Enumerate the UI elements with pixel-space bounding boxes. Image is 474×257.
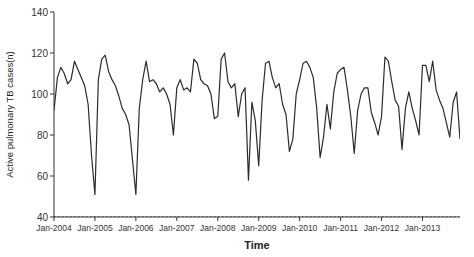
y-tick xyxy=(50,53,54,54)
x-tick-label: Jan-2007 xyxy=(159,223,195,233)
x-tick-label: Jan-2010 xyxy=(282,223,318,233)
plot-area xyxy=(54,53,460,217)
y-tick xyxy=(50,217,54,218)
y-tick-label: 120 xyxy=(31,48,48,59)
x-tick xyxy=(176,217,177,221)
x-axis-line xyxy=(54,217,460,218)
y-tick-label: 40 xyxy=(37,212,49,223)
x-tick-label: Jan-2012 xyxy=(364,223,400,233)
y-tick xyxy=(50,12,54,13)
y-axis: 40 60 80 100 120 140 xyxy=(31,7,54,223)
reference-line xyxy=(54,217,460,218)
x-axis: Jan-2004 Jan-2005 Jan-2006 Jan-2007 Jan-2008… xyxy=(36,217,460,233)
y-axis-line xyxy=(54,12,55,217)
y-tick xyxy=(50,176,54,177)
x-tick xyxy=(299,217,300,221)
x-tick xyxy=(135,217,136,221)
y-tick xyxy=(50,135,54,136)
x-tick-label: Jan-2004 xyxy=(36,223,72,233)
x-axis-title: Time xyxy=(244,239,269,251)
x-tick xyxy=(258,217,259,221)
y-tick-label: 80 xyxy=(37,130,49,141)
x-tick-label: Jan-2011 xyxy=(323,223,358,233)
y-tick xyxy=(50,94,54,95)
y-tick-label: 100 xyxy=(31,89,48,100)
x-tick-label: Jan-2005 xyxy=(77,223,113,233)
x-tick-label: Jan-2009 xyxy=(241,223,277,233)
y-tick-label: 60 xyxy=(37,171,49,182)
x-tick xyxy=(422,217,423,221)
x-tick-label: Jan-2008 xyxy=(200,223,236,233)
x-tick xyxy=(381,217,382,221)
x-tick-label: Jan-2013 xyxy=(405,223,441,233)
x-tick xyxy=(340,217,341,221)
x-tick-label: Jan-2006 xyxy=(118,223,154,233)
x-tick xyxy=(94,217,95,221)
series-line xyxy=(54,53,460,194)
chart: 406080100120140Jan-2004Jan-2005Jan-2006J… xyxy=(0,0,474,257)
y-axis-title: Active pulmonary TB cases(n) xyxy=(4,51,15,178)
x-tick xyxy=(54,217,55,221)
y-tick-label: 140 xyxy=(31,7,48,18)
x-tick xyxy=(217,217,218,221)
